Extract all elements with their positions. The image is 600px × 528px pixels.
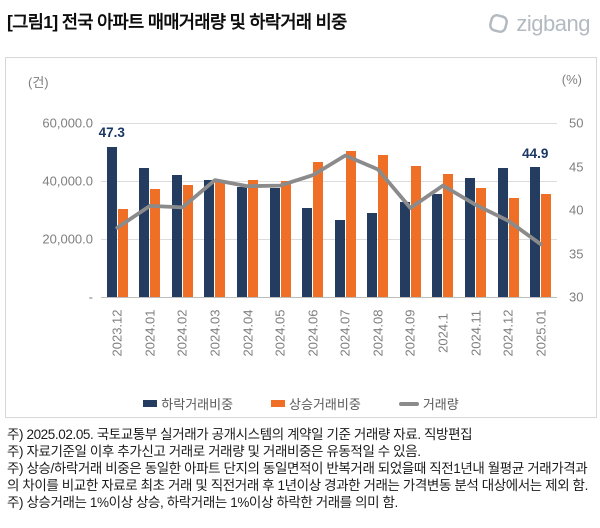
legend-item-상승거래비중: 상승거래비중: [271, 394, 361, 413]
bar-상승거래비중: [378, 155, 389, 297]
x-axis-tick: 2024.03: [207, 309, 223, 357]
bar-상승거래비중: [443, 173, 454, 297]
data-label: 44.9: [522, 146, 549, 162]
gridline: [101, 181, 557, 182]
bar-하락거래비중: [302, 208, 313, 297]
bar-상승거래비중: [150, 189, 161, 297]
x-axis-tick: 2025.01: [533, 309, 549, 357]
x-axis-tick: 2024.02: [174, 309, 190, 357]
footnote-line: 주) 상승거래는 1%이상 상승, 하락거래는 1%이상 하락한 거래를 의미 …: [7, 494, 398, 510]
bar-group: [459, 123, 492, 297]
bar-하락거래비중: [106, 146, 117, 297]
bar-상승거래비중: [345, 150, 356, 297]
bar-하락거래비중: [171, 175, 182, 297]
zigbang-logo-icon: [489, 14, 509, 33]
chart-area: (건) (%) 60,000.0 40,000.0 20,000.0 - 50 45 40 3…: [5, 57, 597, 418]
right-axis-tick: 30: [569, 289, 584, 305]
bar-하락거래비중: [497, 168, 508, 297]
legend-label: 거래량: [422, 397, 459, 412]
bar-하락거래비중: [367, 212, 378, 297]
legend-bar-swatch: [271, 400, 286, 407]
legend-line-swatch: [398, 401, 419, 406]
footnote-line: 주) 자료기준일 이후 추가신고 거래로 거래량 및 거래비중은 유동적일 수 …: [7, 444, 421, 460]
bar-group: [394, 123, 427, 297]
x-axis-tick: 2024.11: [468, 309, 484, 357]
bar-하락거래비중: [530, 167, 541, 297]
legend-label: 하락거래비중: [161, 397, 234, 412]
left-axis-unit: (건): [28, 75, 49, 90]
bar-group: [101, 123, 134, 297]
left-axis-tick: 40,000.0: [42, 173, 93, 189]
right-axis-tick: 50: [569, 115, 584, 131]
bar-group: [524, 123, 557, 297]
bar-group: [264, 123, 297, 297]
volume-line-series: [115, 153, 543, 247]
page-title: [그림1] 전국 아파트 매매거래량 및 하락거래 비중: [7, 12, 347, 32]
footnotes: 주) 2025.02.05. 국토교통부 실거래가 공개시스템의 계약일 기준 …: [7, 427, 597, 512]
x-axis-tick: 2024.1: [435, 313, 451, 353]
bar-상승거래비중: [313, 162, 324, 297]
bar-상승거래비중: [280, 181, 291, 297]
chart-legend: 하락거래비중 상승거래비중 거래량: [6, 394, 596, 413]
legend-item-거래량: 거래량: [398, 394, 459, 413]
x-axis-tick: 2024.01: [142, 309, 158, 357]
right-axis-tick: 40: [569, 202, 584, 218]
left-axis-tick: 60,000.0: [42, 115, 93, 131]
x-axis-tick: 2024.07: [337, 309, 353, 357]
x-axis-tick: 2024.04: [240, 309, 256, 357]
data-label: 47.3: [98, 125, 125, 141]
bar-상승거래비중: [248, 180, 259, 297]
x-axis-tick: 2024.05: [272, 309, 288, 357]
bar-group: [362, 123, 395, 297]
bar-group: [329, 123, 362, 297]
bar-group: [166, 123, 199, 297]
gridline: [101, 297, 557, 298]
x-axis-tick: 2023.12: [109, 309, 125, 357]
legend-item-하락거래비중: 하락거래비중: [143, 394, 233, 413]
bar-group: [199, 123, 232, 297]
bar-상승거래비중: [476, 188, 487, 297]
bar-하락거래비중: [139, 168, 150, 297]
bar-하락거래비중: [334, 220, 345, 297]
footnote-line: 주) 2025.02.05. 국토교통부 실거래가 공개시스템의 계약일 기준 …: [7, 427, 473, 442]
bar-하락거래비중: [269, 188, 280, 297]
gridline: [101, 239, 557, 240]
zigbang-logo: zigbang: [486, 11, 590, 36]
bar-하락거래비중: [237, 187, 248, 297]
bar-group: [231, 123, 264, 297]
bar-하락거래비중: [399, 202, 410, 297]
plot-area: 60,000.0 40,000.0 20,000.0 - 50 45 40 35 30 2023.…: [42, 116, 583, 357]
bar-상승거래비중: [215, 181, 226, 297]
bar-상승거래비중: [410, 165, 421, 297]
bar-group: [427, 123, 460, 297]
gridline: [101, 123, 557, 124]
right-axis-tick: 45: [569, 159, 584, 174]
footnote-line: 주) 상승/하락거래 비중은 동일한 아파트 단지의 동일면적이 반복거래 되었…: [7, 461, 588, 493]
bar-상승거래비중: [508, 197, 519, 297]
bar-group: [134, 123, 167, 297]
bar-group: [492, 123, 525, 297]
bar-상승거래비중: [117, 209, 128, 297]
x-axis-tick: 2024.09: [402, 309, 418, 357]
zigbang-logo-text: zigbang: [516, 10, 590, 36]
legend-label: 상승거래비중: [289, 397, 361, 412]
x-axis-tick: 2024.08: [370, 309, 386, 357]
left-axis-tick: 20,000.0: [42, 231, 93, 247]
x-axis-tick: 2024.12: [500, 309, 516, 357]
right-axis-unit: (%): [561, 72, 582, 87]
bar-하락거래비중: [204, 179, 215, 297]
left-axis-tick: -: [88, 289, 93, 305]
right-axis-tick: 35: [569, 246, 584, 261]
bar-하락거래비중: [432, 194, 443, 297]
bar-상승거래비중: [541, 194, 552, 297]
bar-group: [296, 123, 329, 297]
legend-bar-swatch: [143, 400, 158, 407]
bar-하락거래비중: [465, 177, 476, 297]
x-axis-tick: 2024.06: [305, 309, 321, 357]
bar-상승거래비중: [182, 184, 193, 297]
